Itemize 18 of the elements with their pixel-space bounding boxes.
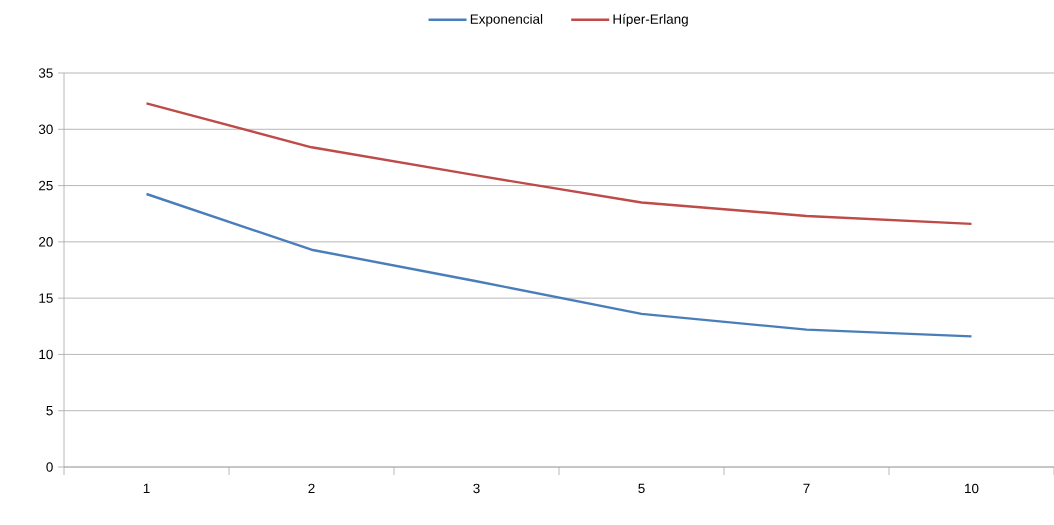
legend-label: Híper-Erlang (613, 13, 688, 27)
y-tick-label: 25 (39, 180, 53, 191)
y-tick-label: 10 (39, 349, 53, 360)
x-tick-label: 1 (143, 483, 150, 493)
x-tick-label: 2 (308, 483, 315, 494)
y-tick-label: 20 (39, 237, 53, 247)
y-tick-label: 30 (38, 124, 53, 135)
x-tick-label: 3 (473, 483, 480, 494)
x-tick-label: 7 (803, 483, 810, 493)
y-tick-label: 0 (46, 462, 53, 472)
y-tick-label: 5 (46, 406, 53, 416)
line-series (145, 192, 973, 338)
legend-label: Exponencial (470, 13, 543, 27)
y-tick-label: 35 (38, 68, 53, 78)
x-tick-label: 10 (965, 483, 979, 494)
y-tick-label: 15 (39, 293, 53, 303)
line-series (145, 102, 973, 226)
x-tick-label: 5 (638, 483, 645, 494)
